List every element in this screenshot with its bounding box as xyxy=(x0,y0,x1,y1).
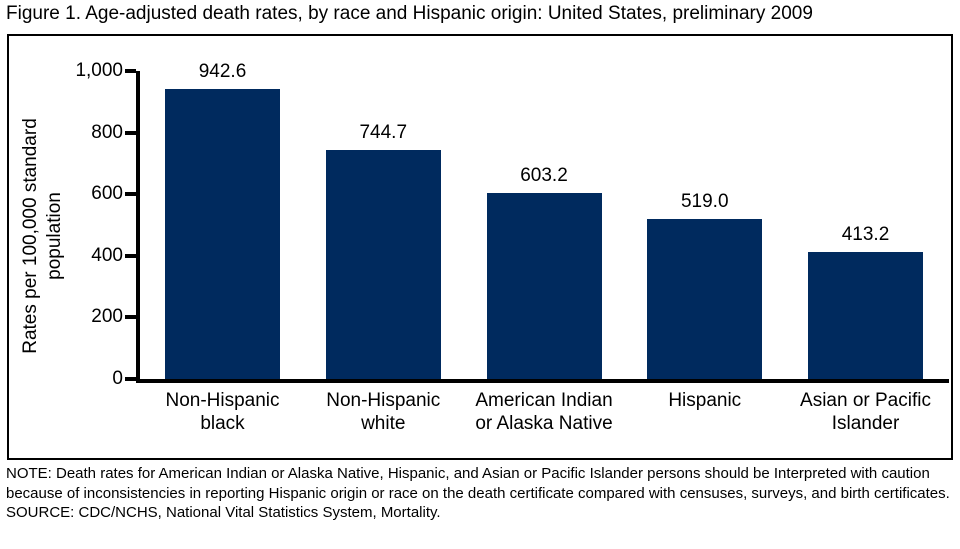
y-tick-mark xyxy=(125,192,136,197)
bar-value-label: 413.2 xyxy=(841,223,890,245)
y-axis-tick-labels: 0 200 400 600 800 1,000 xyxy=(27,60,123,389)
y-tick-label: 400 xyxy=(91,244,123,266)
bar-value-label: 942.6 xyxy=(198,60,247,82)
y-tick-label: 1,000 xyxy=(75,60,123,81)
y-tick-mark xyxy=(125,130,136,135)
bar xyxy=(647,219,763,379)
bar xyxy=(325,149,441,379)
category-label: Non-Hispanic black xyxy=(165,390,280,434)
figure-title: Figure 1. Age-adjusted death rates, by r… xyxy=(6,3,813,24)
bar-value-label: 519.0 xyxy=(680,191,729,213)
y-tick-label: 200 xyxy=(91,306,123,328)
bar-slot: 942.6 Non-Hispanic black xyxy=(165,61,280,434)
category-label: American Indian or Alaska Native xyxy=(475,390,613,434)
bar-value-label: 603.2 xyxy=(520,165,568,187)
y-tick-mark xyxy=(125,253,136,258)
bar-slot: 413.2 Asian or Pacific Islander xyxy=(800,71,931,434)
bar xyxy=(808,251,923,379)
source-text: SOURCE: CDC/NCHS, National Vital Statist… xyxy=(6,504,441,521)
footnotes: NOTE: Death rates for American Indian or… xyxy=(6,464,954,523)
note-text: NOTE: Death rates for American Indian or… xyxy=(6,465,950,502)
y-tick-mark xyxy=(125,69,136,73)
bar-value-label: 744.7 xyxy=(359,121,408,143)
y-tick-label: 600 xyxy=(91,183,123,205)
y-tick-label: 800 xyxy=(91,121,123,143)
bar-slot: 519.0 Hispanic xyxy=(647,71,763,411)
category-label: Hispanic xyxy=(668,390,742,411)
category-label: Non-Hispanic white xyxy=(326,390,441,434)
bar xyxy=(486,193,602,379)
y-axis-tick-marks xyxy=(125,69,136,381)
bar xyxy=(165,88,280,379)
category-label: Asian or Pacific Islander xyxy=(800,390,931,434)
bar-slot: 744.7 Non-Hispanic white xyxy=(325,71,441,434)
bar-slot: 603.2 American Indian or Alaska Native xyxy=(475,71,612,434)
y-tick-mark xyxy=(125,315,136,320)
plot-area: 942.6 Non-Hispanic black 744.7 Non-Hispanic… xyxy=(136,61,949,434)
y-tick-label: 0 xyxy=(112,368,123,389)
y-tick-mark xyxy=(125,377,136,381)
